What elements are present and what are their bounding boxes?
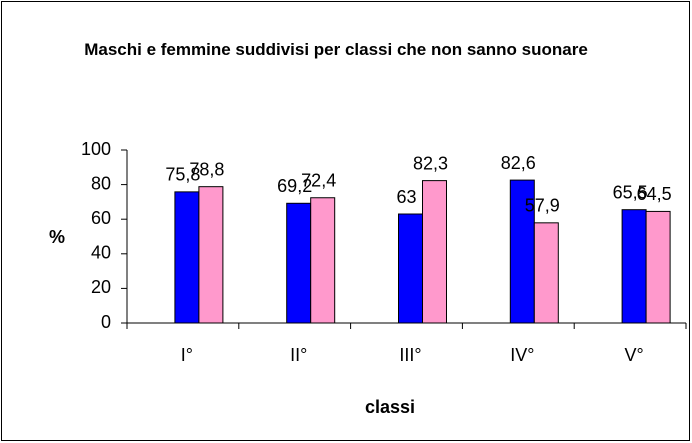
value-label: 64,5 [637, 184, 672, 204]
y-axis-label: % [49, 227, 65, 247]
x-tick-label: I° [181, 345, 193, 365]
bar [198, 186, 224, 324]
x-tick-label: III° [399, 345, 421, 365]
value-label: 63 [396, 187, 416, 207]
bar [645, 210, 671, 324]
y-tick-label: 0 [101, 312, 111, 332]
value-label: 57,9 [525, 196, 560, 216]
value-label: 72,4 [301, 170, 336, 190]
chart-title: Maschi e femmine suddivisi per classi ch… [84, 40, 588, 59]
bar [310, 197, 336, 324]
value-label: 69,2 [277, 176, 312, 196]
y-tick-label: 20 [91, 277, 111, 297]
y-tick-label: 100 [81, 139, 111, 159]
bar [509, 179, 535, 324]
bar [621, 209, 647, 324]
bar [398, 213, 423, 324]
bar [286, 202, 312, 324]
value-label: 82,6 [501, 153, 536, 173]
x-tick-label: V° [624, 345, 643, 365]
bar [422, 180, 447, 324]
x-tick-label: IV° [510, 345, 534, 365]
y-tick-label: 40 [91, 243, 111, 263]
bar [174, 191, 200, 324]
y-tick-label: 60 [91, 208, 111, 228]
y-tick-label: 80 [91, 173, 111, 193]
x-axis-label: classi [365, 397, 415, 417]
value-label: 78,8 [189, 159, 224, 179]
bar [533, 222, 559, 324]
x-tick-label: II° [290, 345, 307, 365]
value-label: 65,5 [613, 182, 648, 202]
value-label: 82,3 [413, 153, 448, 173]
value-label: 75,8 [165, 165, 200, 185]
